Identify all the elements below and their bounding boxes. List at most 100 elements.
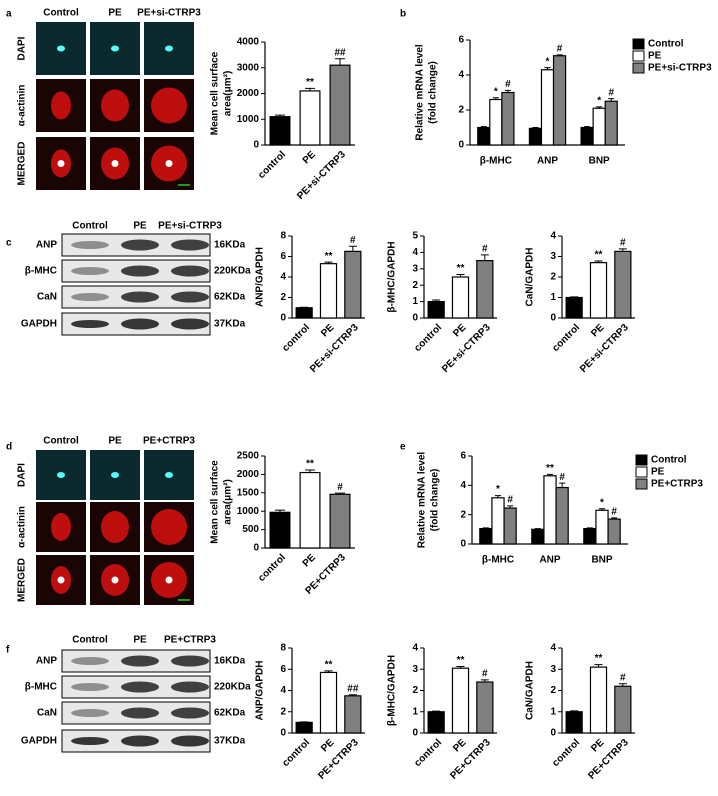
bar [607,518,621,545]
error-bar [324,261,333,264]
blot-band [121,681,159,693]
legend-label: Control [651,455,687,466]
significance: # [507,495,513,506]
blot-row-label: β-MHC [25,266,57,277]
error-bar [335,58,345,66]
y-tick-label: 6 [458,35,464,46]
legend-swatch [632,50,645,62]
blot-band [171,318,209,330]
y-tick-label: 1 [550,292,556,303]
y-tick-label: 0 [460,539,466,550]
blot-column-label: PE+CTRP3 [164,635,216,646]
y-tick-label: 0 [412,728,418,739]
y-axis-label: (fold change) [428,61,439,124]
blot-size-label: 62KDa [214,292,246,303]
y-tick-label: 8 [280,231,286,242]
y-tick-label: 1000 [237,114,260,125]
y-tick-label: 0 [550,728,556,739]
significance: # [482,244,488,255]
significance: # [559,472,565,483]
blot-band [71,683,109,691]
significance: * [600,497,604,508]
error-bar [507,505,514,509]
error-bar [532,127,539,129]
significance: ** [325,251,333,262]
image-column-label: PE+si-CTRP3 [137,8,201,19]
error-bar [594,260,603,263]
y-tick-label: 2500 [237,451,260,462]
y-tick-label: 4 [280,272,286,283]
bar [589,262,608,319]
blot-band [121,318,159,330]
y-tick-label: 2 [412,685,418,696]
error-bar [432,710,441,712]
bar [477,126,491,146]
error-bar [494,495,502,498]
cell [101,89,129,122]
blot-band [71,293,109,301]
nucleus [165,576,173,584]
panel-letter: c [6,238,12,249]
y-axis-label: area(μm²) [223,71,234,117]
x-tick-label: β-MHC [482,555,514,566]
x-tick-label: PE [301,149,318,166]
nucleus [165,472,173,478]
error-bar [556,54,563,56]
bar [501,91,515,146]
nucleus [165,160,173,167]
bar [269,116,291,146]
nucleus [111,45,119,52]
panel-letter: f [6,645,10,656]
error-bar [482,527,489,529]
error-bar [324,670,333,673]
blot-column-label: PE [133,221,147,232]
significance: * [546,56,550,67]
y-axis-label: ANP/GAPDH [255,660,266,720]
y-tick-label: 4 [550,231,556,242]
significance: # [505,79,511,90]
blot-band [171,265,209,277]
significance: ** [546,463,554,474]
y-tick-label: 0 [253,140,259,151]
x-tick-label: control [412,322,444,354]
error-bar [504,89,511,93]
bar [329,64,351,146]
y-tick-label: 4 [412,643,418,654]
error-bar [348,694,357,696]
error-bar [456,274,465,277]
bar [269,511,291,549]
y-tick-label: 2000 [237,469,260,480]
bar [528,127,543,146]
error-bar [559,482,566,488]
bar [329,493,351,549]
significance: ** [457,263,465,274]
nucleus [57,576,65,584]
bar [614,685,632,734]
y-axis-label: ANP/GAPDH [255,247,266,307]
significance: # [611,507,617,518]
y-tick-label: 2 [458,105,464,116]
x-tick-label: BNP [591,555,612,566]
error-bar [544,67,551,70]
bar [299,90,321,146]
bar [543,475,557,545]
legend-label: PE [648,51,662,62]
y-tick-label: 0 [550,313,556,324]
x-tick-label: ANP [539,555,560,566]
y-tick-label: 1000 [237,506,260,517]
nucleus [111,160,119,167]
bar [319,263,338,319]
error-bar [275,509,285,513]
bar [531,528,545,545]
nucleus [111,472,119,478]
x-tick-label: PE [319,322,336,339]
cell [151,87,187,124]
legend-label: PE+si-CTRP3 [648,63,712,74]
error-bar [546,473,554,476]
error-bar [305,87,315,91]
bar [595,509,609,545]
blot-column-label: PE [133,635,147,646]
significance: ** [306,459,314,470]
error-bar [480,679,489,682]
significance: * [494,86,498,97]
